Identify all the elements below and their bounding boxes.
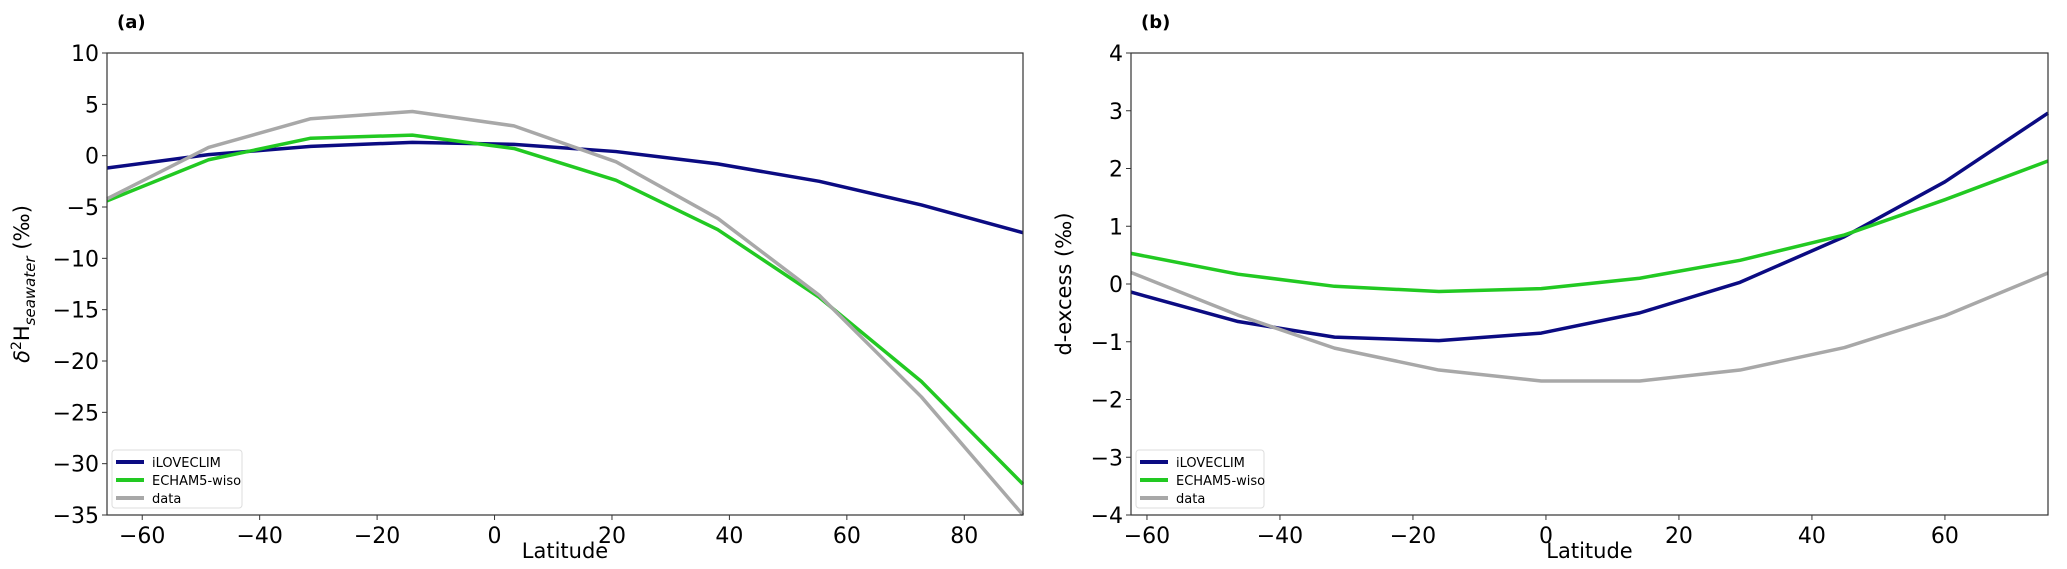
y-axis-label-sup: 2 — [9, 341, 25, 350]
plot-mask — [2049, 48, 2067, 520]
y-tick-label: 4 — [1109, 42, 1123, 67]
y-tick-label: −5 — [67, 196, 99, 221]
y-tick-label: −30 — [53, 453, 99, 478]
y-axis-label-delta: δ — [10, 350, 34, 363]
axes-frame — [106, 52, 1024, 516]
y-axis-label: d-excess (‰) — [1052, 212, 1076, 355]
x-tick-label: −60 — [119, 524, 165, 549]
x-tick-label: 20 — [598, 524, 626, 549]
y-axis-label-sub: seawater — [21, 256, 39, 326]
y-tick-label: −15 — [53, 299, 99, 324]
chart-panel-b: (b) −60 −40 −20 0 20 40 60 4 3 2 1 0 −1 −2 −3 −4 Latitude… — [1052, 12, 2067, 569]
y-axis-label-unit: (‰) — [10, 205, 34, 256]
x-tick-label: −40 — [236, 524, 282, 549]
series-line-echam — [1130, 159, 2049, 294]
plot-mask — [1024, 48, 1064, 520]
y-axis-label-h: H — [10, 325, 34, 341]
legend-label-iloveclim: iLOVECLIM — [1176, 456, 1245, 471]
legend-label-echam: ECHAM5-wiso — [1176, 474, 1265, 489]
y-tick-label: −20 — [53, 350, 99, 375]
x-tick-label: 80 — [950, 524, 978, 549]
series-line-iloveclim — [106, 140, 1024, 235]
y-tick-label: −35 — [53, 504, 99, 529]
y-tick-label: −1 — [1091, 331, 1123, 356]
legend-label-data: data — [152, 492, 181, 507]
y-tick-label: 10 — [71, 42, 99, 67]
y-tick-label: −3 — [1091, 446, 1123, 471]
y-axis-label: δ2Hseawater (‰) — [9, 205, 39, 363]
legend-label-iloveclim: iLOVECLIM — [152, 456, 221, 471]
y-tick-label: 3 — [1109, 100, 1123, 125]
y-tick-label: 5 — [85, 93, 99, 118]
legend: iLOVECLIM ECHAM5-wiso data — [111, 449, 243, 509]
series-line-data — [106, 109, 1025, 517]
y-tick-label: −2 — [1091, 389, 1123, 414]
y-tick-label: 0 — [1109, 273, 1123, 298]
x-tick-label: 60 — [833, 524, 861, 549]
x-tick-label: −20 — [1390, 524, 1436, 549]
x-tick-label: 20 — [1665, 524, 1693, 549]
x-tick-label: 0 — [488, 524, 502, 549]
y-tick-label: 1 — [1109, 215, 1123, 240]
y-tick-label: −4 — [1091, 504, 1123, 529]
legend-label-data: data — [1176, 492, 1205, 507]
x-tick-label: 0 — [1539, 524, 1553, 549]
legend-box — [111, 449, 243, 509]
x-tick-label: −20 — [354, 524, 400, 549]
plot-mask — [47, 516, 1083, 569]
x-tick-label: 60 — [1931, 524, 1959, 549]
y-tick-label: 2 — [1109, 158, 1123, 183]
x-axis-label: Latitude — [522, 539, 608, 563]
x-tick-label: 40 — [1798, 524, 1826, 549]
plot-mask — [1071, 516, 2067, 569]
series-line-echam — [106, 133, 1025, 486]
chart-panel-a: (a) −60 −40 −20 0 20 40 60 80 10 5 0 −5 −10 −15 −20 −25 −… — [9, 12, 1083, 569]
series-line-iloveclim — [1130, 111, 2049, 343]
x-tick-label: 40 — [715, 524, 743, 549]
y-tick-label: −10 — [53, 247, 99, 272]
panel-label: (a) — [117, 12, 146, 33]
legend: iLOVECLIM ECHAM5-wiso data — [1135, 449, 1265, 509]
legend-box — [1135, 449, 1265, 509]
x-tick-label: −60 — [1124, 524, 1170, 549]
panel-label: (b) — [1141, 12, 1170, 33]
legend-label-echam: ECHAM5-wiso — [152, 474, 241, 489]
series-line-data — [1130, 270, 2049, 383]
y-axis-label-text: d-excess (‰) — [1052, 212, 1076, 355]
y-tick-label: 0 — [85, 145, 99, 170]
x-tick-label: −40 — [1257, 524, 1303, 549]
y-tick-label: −25 — [53, 401, 99, 426]
x-axis-label: Latitude — [1546, 539, 1632, 563]
